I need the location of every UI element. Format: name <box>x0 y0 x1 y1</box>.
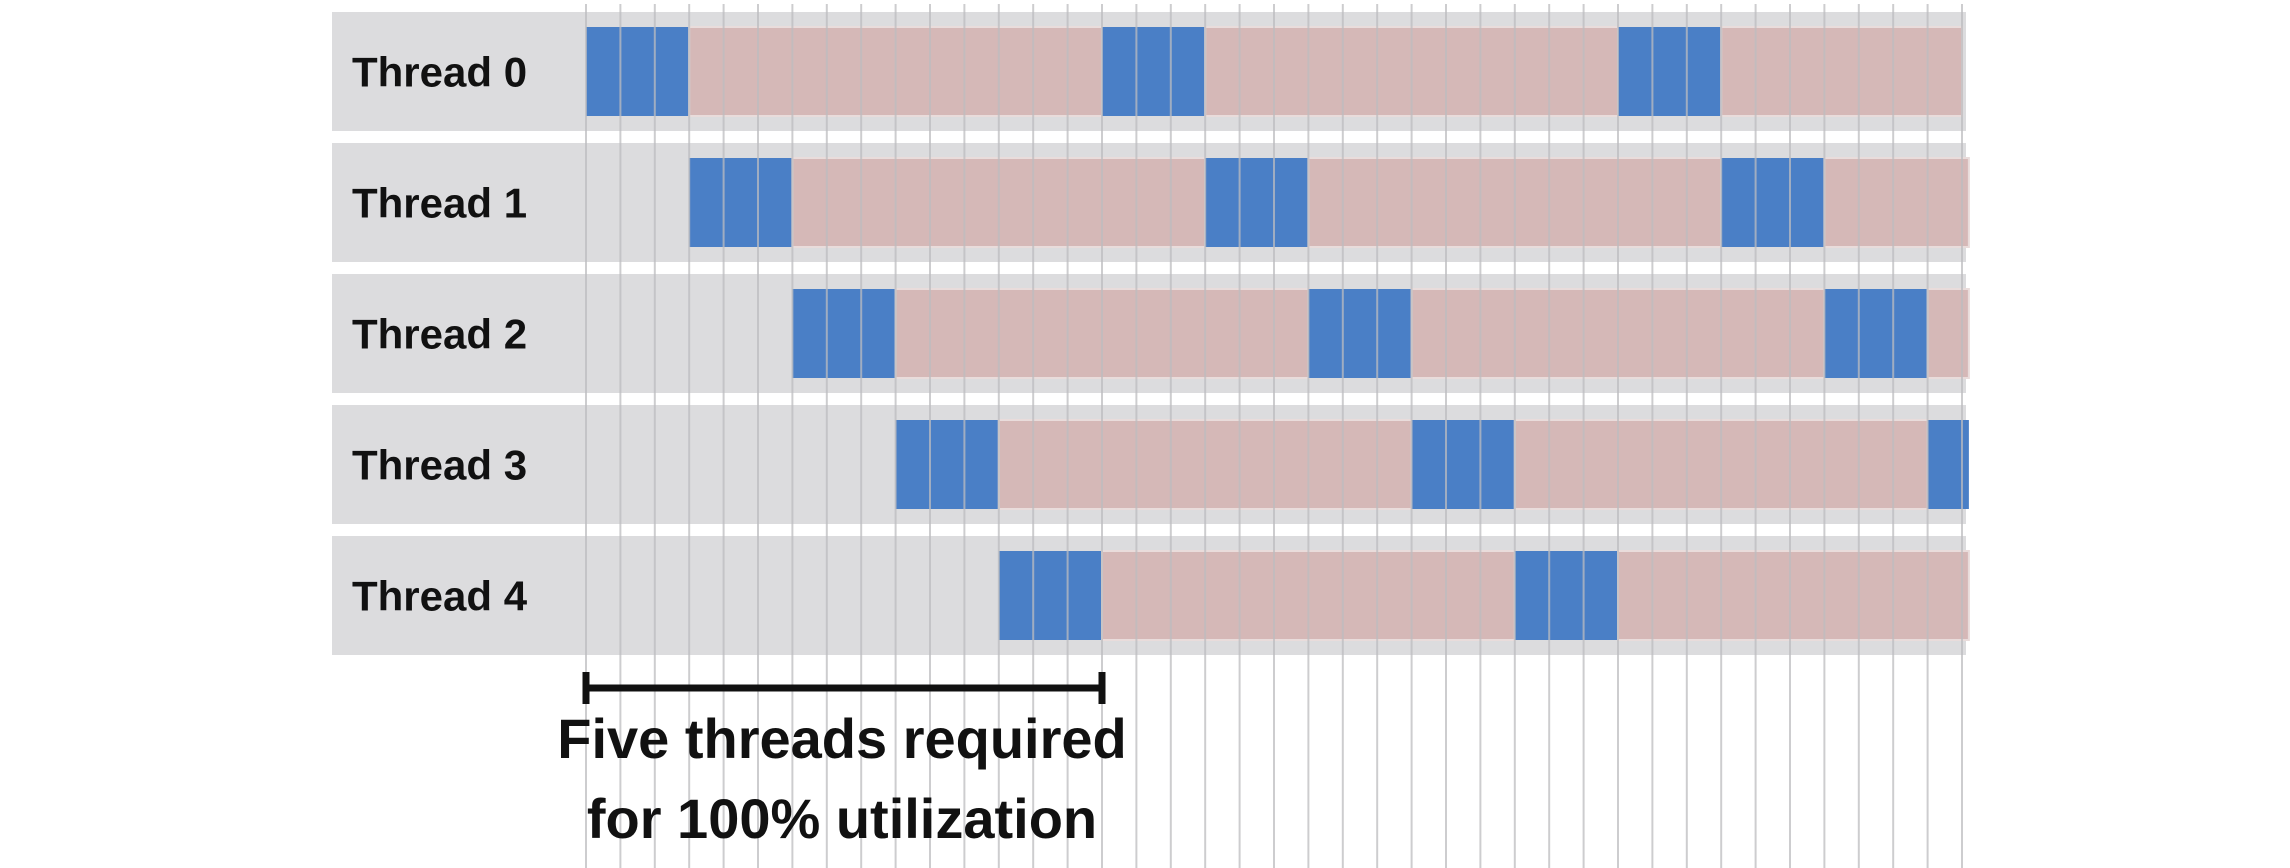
thread-label-3: Thread 3 <box>352 442 527 489</box>
compute-block-t4-0 <box>998 551 1102 640</box>
compute-block-t3-2 <box>1411 420 1515 509</box>
compute-block-t1-2 <box>1205 158 1309 247</box>
thread-label-2: Thread 2 <box>352 311 527 358</box>
caption-line-1: Five threads required <box>557 707 1127 770</box>
time-gridlines <box>585 4 1963 868</box>
utilization-span-bracket <box>582 672 1106 704</box>
compute-block-t4-2 <box>1514 551 1618 640</box>
compute-block-t0-2 <box>1102 27 1206 116</box>
compute-block-t1-4 <box>1721 158 1825 247</box>
stall-block-t0-5 <box>1720 26 1963 117</box>
stall-block-t4-3 <box>1617 550 1970 641</box>
compute-block-t2-0 <box>792 289 896 378</box>
thread-label-4: Thread 4 <box>352 573 528 620</box>
compute-block-t2-4 <box>1824 289 1928 378</box>
stall-block-t1-5 <box>1823 157 1970 248</box>
compute-block-t0-0 <box>586 27 690 116</box>
thread-label-0: Thread 0 <box>352 49 527 96</box>
caption-line-2: for 100% utilization <box>587 787 1097 850</box>
compute-block-t3-0 <box>895 420 999 509</box>
thread-label-1: Thread 1 <box>352 180 527 227</box>
compute-block-t0-4 <box>1618 27 1722 116</box>
compute-block-t1-0 <box>689 158 793 247</box>
compute-block-t2-2 <box>1308 289 1412 378</box>
thread-labels: Thread 0 Thread 1 Thread 2 Thread 3 Thread 4 <box>352 49 528 620</box>
